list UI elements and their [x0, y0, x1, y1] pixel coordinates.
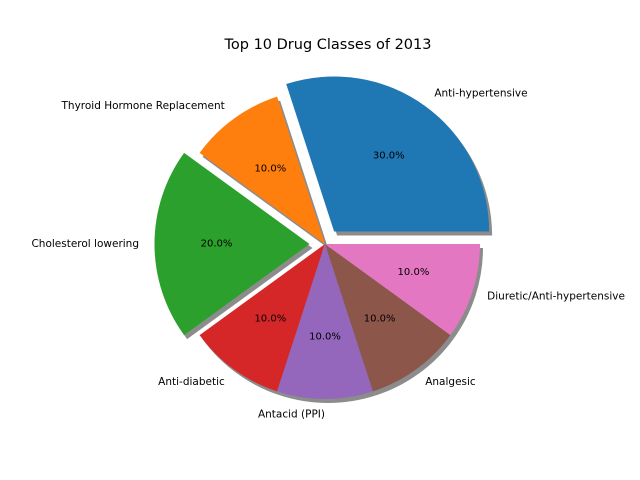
slice-thyroid-hormone-replacement: [199, 96, 325, 244]
slice-percent-diuretic-anti-hypertensive: 10.0%: [398, 267, 430, 278]
slice-percent-anti-diabetic: 10.0%: [254, 314, 286, 325]
slice-label-thyroid-hormone-replacement: Thyroid Hormone Replacement: [61, 100, 225, 112]
slice-label-anti-diabetic: Anti-diabetic: [158, 376, 225, 388]
slice-antacid-ppi: [277, 244, 373, 399]
pie-slices: [154, 76, 490, 399]
slice-anti-hypertensive: [286, 76, 490, 232]
slice-label-antacid-ppi: Antacid (PPI): [258, 409, 325, 421]
slice-diuretic-anti-hypertensive: [325, 244, 480, 336]
slice-label-cholesterol-lowering: Cholesterol lowering: [31, 238, 139, 250]
slice-percent-cholesterol-lowering: 20.0%: [201, 239, 233, 250]
slice-analgesic: [325, 244, 451, 392]
slice-percent-antacid-ppi: 10.0%: [309, 332, 341, 343]
chart-title: Top 10 Drug Classes of 2013: [224, 37, 432, 53]
slice-percent-analgesic: 10.0%: [364, 314, 396, 325]
slice-label-anti-hypertensive: Anti-hypertensive: [434, 88, 527, 100]
slice-labels: Anti-hypertensive Thyroid Hormone Replace…: [31, 88, 625, 421]
slice-label-analgesic: Analgesic: [425, 376, 476, 388]
slice-anti-diabetic: [199, 244, 325, 392]
slice-label-diuretic-anti-hypertensive: Diuretic/Anti-hypertensive: [487, 291, 625, 303]
slice-percent-thyroid-hormone-replacement: 10.0%: [254, 163, 286, 174]
slice-percent-labels: 30.0% 10.0% 20.0% 10.0% 10.0% 10.0% 10.0%: [201, 151, 430, 343]
slice-percent-anti-hypertensive: 30.0%: [373, 151, 405, 162]
slice-cholesterol-lowering: [154, 152, 310, 336]
